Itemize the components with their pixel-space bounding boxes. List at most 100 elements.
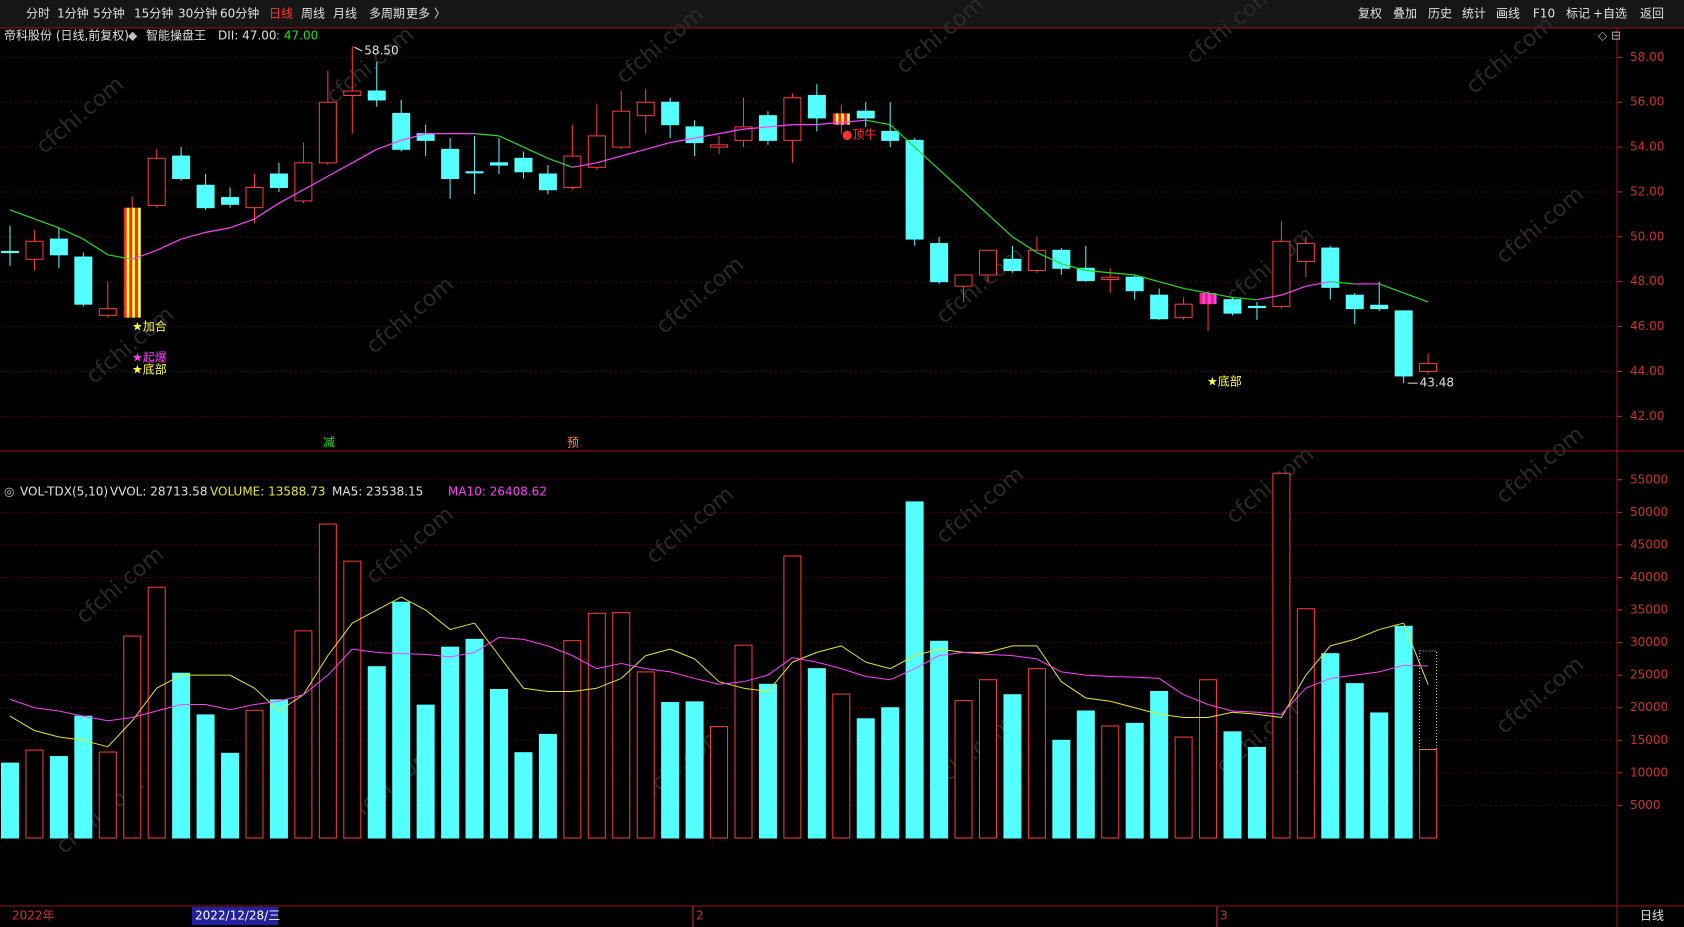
- highlight-stripe: [126, 207, 130, 318]
- toolbar-button[interactable]: 返回: [1640, 7, 1664, 21]
- volume-ma-line: [58, 736, 84, 741]
- volume-ma-line: [205, 703, 231, 711]
- candle-body: [1223, 299, 1242, 314]
- toolbar-button[interactable]: F10: [1533, 7, 1555, 21]
- candle-body: [514, 157, 533, 173]
- annotation: ★起爆: [132, 351, 167, 365]
- volume-ma-line: [596, 677, 622, 689]
- volume-bar: [979, 679, 997, 839]
- indicator-icon: ◆: [128, 29, 138, 43]
- ma-line: [58, 227, 84, 240]
- highlight-stripe: [1210, 292, 1214, 305]
- candle-body: [147, 157, 166, 206]
- candle-body: [881, 130, 900, 141]
- candle-body: [1345, 294, 1364, 310]
- volume-ma-line: [621, 662, 646, 670]
- ma-line: [327, 162, 353, 177]
- volume-ma-line: [352, 648, 377, 653]
- volume-bar: [905, 501, 924, 839]
- volume-ma-line: [767, 657, 793, 676]
- volume-ma-line: [767, 661, 793, 692]
- volume-ma-line: [425, 653, 451, 658]
- ma-line: [889, 124, 916, 148]
- toolbar-button[interactable]: 画线: [1496, 7, 1520, 21]
- ma-line: [963, 191, 989, 215]
- volume-ma-line: [694, 658, 720, 683]
- candle-body: [1247, 305, 1266, 309]
- toolbar-button[interactable]: 日线: [269, 7, 293, 21]
- candle-body: [1150, 294, 1169, 320]
- toolbar-button[interactable]: 月线: [333, 7, 357, 21]
- volume-ma-line: [278, 694, 304, 712]
- toolbar-button[interactable]: 更多 〉: [406, 7, 446, 21]
- toolbar-button[interactable]: 多周期: [369, 7, 405, 21]
- toolbar-button[interactable]: 叠加: [1393, 7, 1417, 21]
- volume-icon: ◎: [4, 485, 14, 499]
- candle-body: [318, 101, 337, 164]
- volume-bar: [74, 715, 93, 839]
- candle-body: [979, 249, 997, 276]
- volume-bar: [636, 671, 655, 839]
- volume-ma-line: [156, 703, 182, 712]
- volume-bar: [1076, 710, 1095, 839]
- ma-line: [816, 121, 842, 126]
- y-tick-label: 35000: [1630, 603, 1668, 617]
- volume-ma-line: [107, 717, 133, 722]
- volume-bar: [245, 709, 264, 839]
- volume-ma-line: [474, 622, 500, 656]
- toolbar-button[interactable]: 统计: [1462, 7, 1486, 21]
- candle-body: [1394, 310, 1413, 377]
- volume-bar: [661, 702, 680, 839]
- y-tick-label: 54.00: [1630, 140, 1664, 154]
- toolbar-button[interactable]: 30分钟: [178, 6, 217, 21]
- y-tick-label: 55000: [1630, 472, 1668, 486]
- candle-body: [1027, 249, 1046, 271]
- candle-body: [1174, 303, 1193, 319]
- ma-line: [914, 146, 940, 170]
- candle-body: [930, 243, 949, 283]
- volume-bar: [441, 646, 460, 839]
- toolbar-button[interactable]: 周线: [301, 7, 325, 21]
- indicator-name[interactable]: 智能操盘王: [146, 28, 206, 43]
- toolbar-button[interactable]: +自选: [1593, 7, 1627, 21]
- volume-bar: [1101, 725, 1120, 839]
- volume-ma-line: [352, 609, 377, 624]
- candle-body: [1101, 276, 1120, 280]
- stock-name: 帝科股份 (日线,前复权): [4, 28, 129, 43]
- y-tick-label: 45000: [1630, 537, 1668, 551]
- volume-ma-line: [596, 662, 622, 670]
- y-tick-label: 30000: [1630, 635, 1668, 649]
- y-tick-label: 48.00: [1630, 274, 1664, 288]
- volume-bar: [832, 693, 851, 839]
- volume-ma-line: [1232, 711, 1257, 715]
- ma-line: [1110, 272, 1135, 276]
- ma-line: [1036, 252, 1062, 265]
- toolbar-button[interactable]: 标记: [1566, 7, 1590, 21]
- toolbar-button[interactable]: 复权: [1358, 7, 1382, 21]
- window-icons[interactable]: ◇ ⊟: [1598, 29, 1621, 43]
- toolbar-button[interactable]: 15分钟: [134, 6, 173, 21]
- date-label: 2022年: [12, 909, 55, 923]
- volume-ma-line: [327, 648, 353, 676]
- volume-ma-line: [1256, 711, 1282, 715]
- volume-ma-line: [1061, 681, 1087, 699]
- toolbar-button[interactable]: 5分钟: [93, 6, 125, 21]
- toolbar-button[interactable]: 1分钟: [57, 6, 89, 21]
- candle-body: [392, 112, 411, 150]
- volume-indicator-name[interactable]: VOL-TDX(5,10): [20, 485, 108, 499]
- ma-line: [1134, 274, 1160, 283]
- ma10-value: MA10: 26408.62: [448, 485, 547, 499]
- toolbar-button[interactable]: 分时: [26, 7, 50, 21]
- volume-bar: [367, 666, 386, 839]
- toolbar-button[interactable]: 历史: [1428, 7, 1452, 21]
- toolbar-button[interactable]: 60分钟: [220, 6, 259, 21]
- volume-ma-line: [547, 645, 573, 657]
- volume-bar: [1027, 668, 1046, 839]
- volume-ma-line: [963, 651, 989, 655]
- ma-line: [1158, 281, 1184, 290]
- ma-line: [401, 133, 426, 141]
- candle-body: [661, 101, 680, 126]
- volume-bar: [930, 640, 949, 839]
- vvol-value: VVOL: 28713.58: [110, 485, 207, 499]
- candle-body: [416, 133, 435, 141]
